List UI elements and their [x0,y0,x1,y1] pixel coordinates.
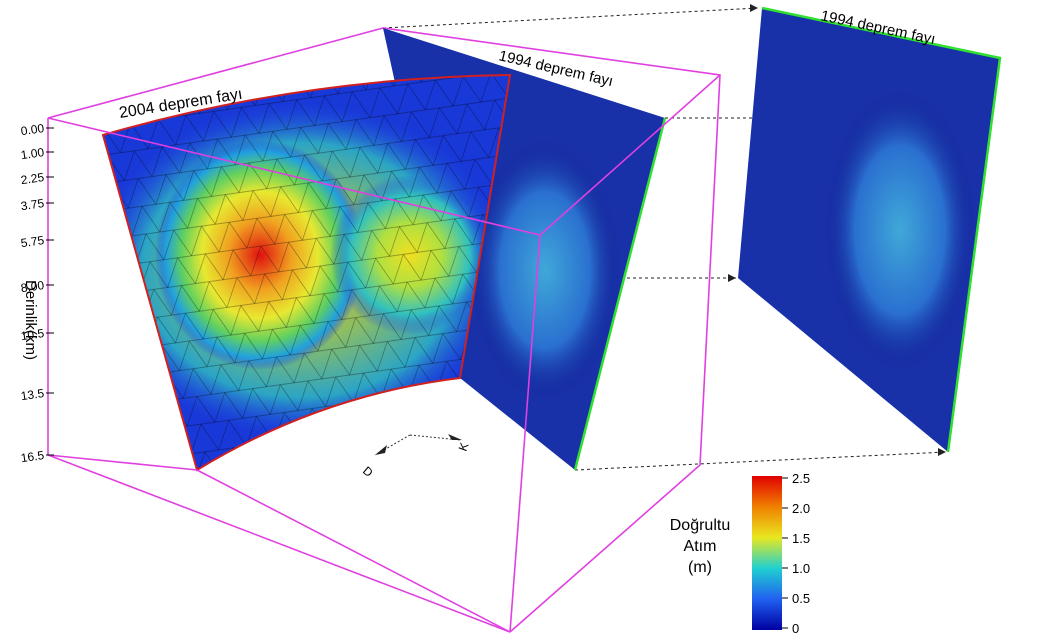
projection-lines [382,7,947,471]
compass-label: D [360,464,376,481]
colorbar-tick-label: 2.0 [792,501,810,516]
box-front [47,74,721,633]
compass [374,434,462,456]
depth-tick-label: 3.75 [20,196,45,213]
depth-axis-label: Derinlik(km) [22,280,39,360]
depth-tick-label: 5.75 [20,233,45,250]
colorbar-tick-label: 0 [792,621,799,636]
depth-tick-label: 8.00 [20,278,45,295]
colorbar-tick-label: 1.5 [792,531,810,546]
colorbar-tick-label: 2.5 [792,471,810,486]
depth-tick-label: 10.5 [20,326,45,343]
depth-tick-label: 1.00 [20,145,45,162]
fault-2004 [101,73,512,472]
depth-tick-label: 16.5 [20,448,45,465]
compass-label: K [456,441,472,453]
depth-tick-label: 2.25 [20,170,45,187]
colorbar-tick-label: 0.5 [792,591,810,606]
fault-1994-projected [738,6,1002,453]
colorbar-title: Doğrultu [670,517,730,534]
depth-tick-label: 0.00 [20,121,45,138]
colorbar-tick-label: 1.0 [792,561,810,576]
colorbar-title: Atım [684,538,717,555]
colorbar [752,476,782,630]
colorbar-title: (m) [688,559,712,576]
depth-tick-label: 13.5 [20,386,45,403]
